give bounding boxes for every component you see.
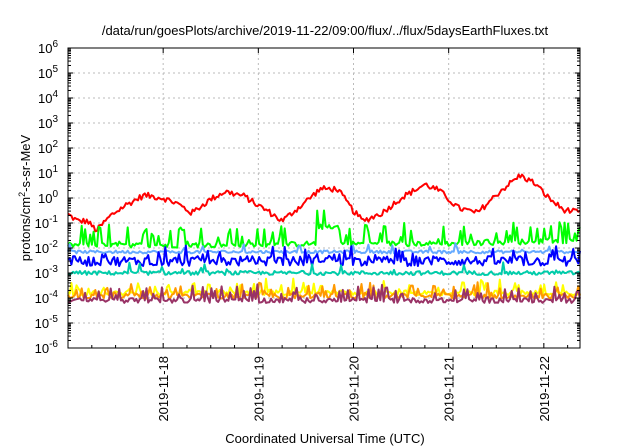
x-tick-label: 2019-11-20 bbox=[347, 356, 362, 422]
y-tick-label: 10-4 bbox=[35, 289, 59, 306]
series-line-4 bbox=[67, 244, 581, 268]
series-line-5 bbox=[67, 261, 581, 276]
y-tick-label: 10-6 bbox=[35, 339, 59, 356]
y-tick-label: 100 bbox=[38, 189, 58, 206]
y-tick-label: 103 bbox=[38, 114, 58, 131]
series-line-8 bbox=[67, 283, 581, 304]
y-tick-label: 101 bbox=[38, 164, 58, 181]
series-line-1 bbox=[67, 173, 581, 233]
x-tick-label: 2019-11-19 bbox=[251, 356, 266, 422]
y-tick-label: 10-5 bbox=[35, 314, 59, 331]
series-line-2 bbox=[67, 209, 581, 249]
y-tick-label: 106 bbox=[38, 39, 58, 56]
x-tick-label: 2019-11-21 bbox=[442, 356, 457, 422]
chart-title: /data/run/goesPlots/archive/2019-11-22/0… bbox=[102, 23, 549, 38]
y-tick-label: 10-2 bbox=[35, 239, 59, 256]
x-tick-label: 2019-11-18 bbox=[156, 356, 171, 422]
x-axis-label: Coordinated Universal Time (UTC) bbox=[225, 431, 424, 446]
y-tick-label: 10-1 bbox=[35, 214, 59, 231]
x-tick-label: 2019-11-22 bbox=[537, 356, 552, 422]
series-line-3 bbox=[67, 242, 581, 255]
y-tick-label: 102 bbox=[38, 139, 58, 156]
y-tick-label: 105 bbox=[38, 64, 58, 81]
y-axis-label: protons/cm2-s-sr-MeV bbox=[17, 134, 33, 261]
y-tick-label: 104 bbox=[38, 89, 58, 106]
y-axis: 10-6 10-5 10-4 10-3 10-2 10-1 100 101 102 103 104 1… bbox=[35, 39, 580, 356]
y-tick-label: 10-3 bbox=[35, 264, 59, 281]
series-group bbox=[67, 173, 581, 304]
x-axis: 2019-11-18 2019-11-19 2019-11-20 2019-11-21… bbox=[91, 48, 569, 422]
